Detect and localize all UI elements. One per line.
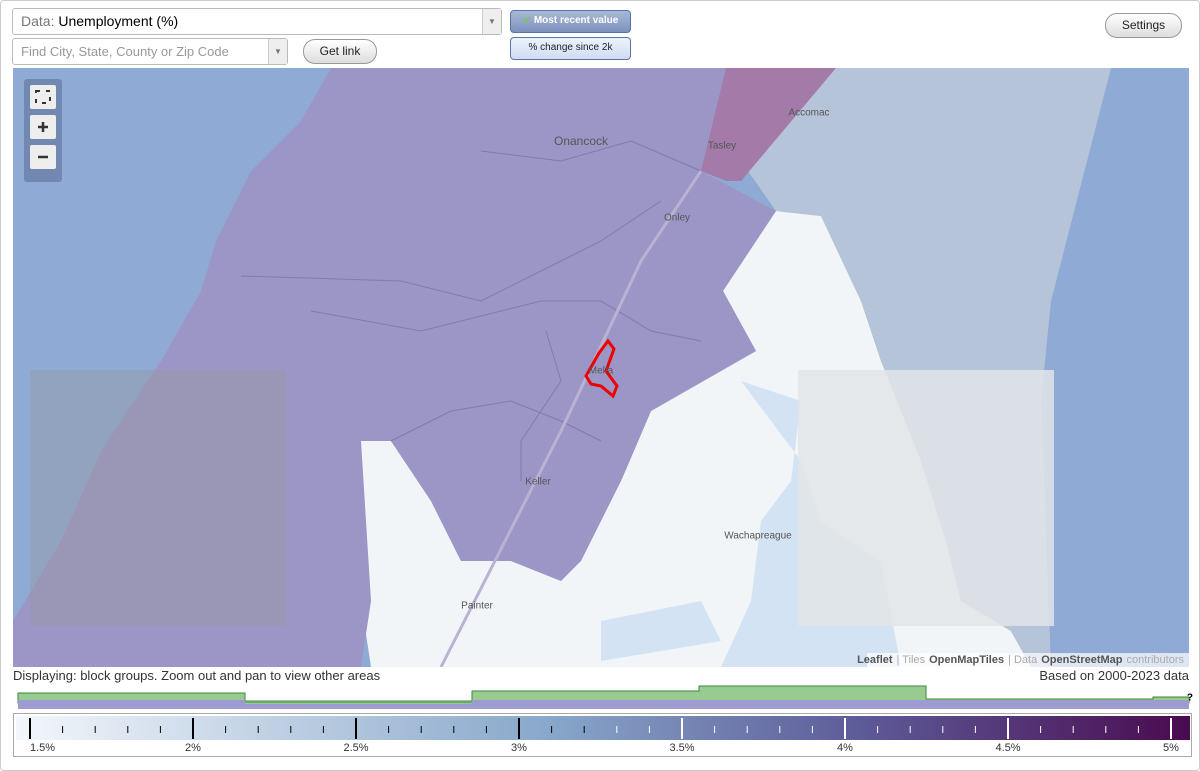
zoom-control: [24, 79, 62, 182]
place-label: Onancock: [554, 134, 609, 148]
attribution-part: OpenMapTiles: [929, 654, 1004, 666]
legend-label: 4.5%: [995, 742, 1020, 754]
selected-area[interactable]: [584, 338, 619, 399]
dropdown-caret[interactable]: ▼: [482, 9, 501, 34]
displaying-note: Displaying: block groups. Zoom out and p…: [13, 668, 381, 683]
map[interactable]: Onancock Tasley Accomac Onley Melfa Kell…: [13, 68, 1189, 667]
place-label: Onley: [664, 213, 690, 224]
place-label: Wachapreague: [724, 531, 792, 542]
legend-label: 2%: [185, 742, 201, 754]
search-box[interactable]: Find City, State, County or Zip Code ▼: [12, 38, 288, 65]
data-select[interactable]: Data: Unemployment (%) ▼: [12, 8, 502, 35]
place-label: Tasley: [708, 141, 736, 152]
highway: [439, 170, 703, 667]
search-caret[interactable]: ▼: [268, 39, 287, 64]
legend-label: 2.5%: [343, 742, 368, 754]
legend-label: 3.5%: [669, 742, 694, 754]
place-label: Accomac: [788, 108, 829, 119]
attribution-part: OpenStreetMap: [1041, 654, 1123, 666]
attribution-part: contributors: [1127, 654, 1185, 666]
place-label: Melfa: [589, 366, 614, 377]
attribution-part: Leaflet: [857, 654, 893, 666]
legend-label: 1.5%: [30, 742, 55, 754]
most-recent-label: Most recent value: [533, 15, 619, 26]
region-purple: [13, 68, 776, 667]
legend-label: 4%: [837, 742, 853, 754]
region-magenta: [701, 68, 836, 181]
boundaries: [240, 140, 702, 481]
fullscreen-button[interactable]: [30, 85, 56, 109]
legend-label: 3%: [511, 742, 527, 754]
distribution: ?: [17, 685, 1193, 709]
tile-overlay: [30, 370, 286, 626]
attribution-part: | Tiles: [897, 654, 926, 666]
place-label: Painter: [461, 601, 493, 612]
tile-overlay: [798, 370, 1054, 626]
legend-label: 5%: [1163, 742, 1179, 754]
change-toggle[interactable]: % change since 2k: [510, 37, 631, 60]
legend: 1.5% 2% 2.5% 3% 3.5% 4% 4.5% 5%: [13, 713, 1192, 757]
help-icon[interactable]: ?: [1187, 693, 1193, 704]
based-on-note: Based on 2000-2023 data: [1039, 668, 1189, 683]
settings-button[interactable]: Settings: [1105, 13, 1182, 38]
attribution-part: | Data: [1008, 654, 1038, 666]
most-recent-toggle[interactable]: ✔ Most recent value: [510, 10, 631, 33]
search-placeholder: Find City, State, County or Zip Code: [21, 44, 229, 59]
attribution: Leaflet | Tiles OpenMapTiles | Data OpenStre…: [857, 654, 1184, 666]
get-link-button[interactable]: Get link: [303, 39, 377, 64]
data-label: Data:: [21, 13, 55, 29]
place-label: Keller: [525, 477, 551, 488]
attribution-bg: [867, 653, 1189, 667]
data-value: Unemployment (%): [58, 13, 179, 29]
